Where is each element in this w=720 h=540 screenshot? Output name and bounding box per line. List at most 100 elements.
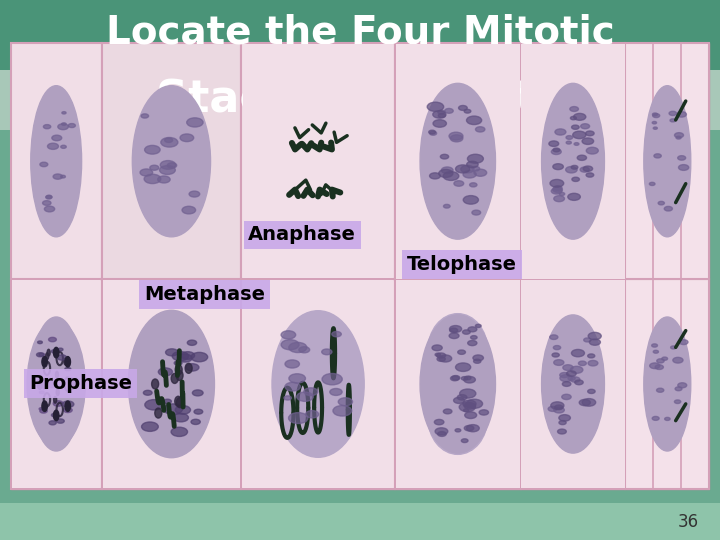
- Ellipse shape: [175, 396, 181, 406]
- Ellipse shape: [452, 375, 460, 380]
- FancyBboxPatch shape: [521, 44, 625, 279]
- FancyBboxPatch shape: [243, 280, 394, 488]
- Text: Anaphase: Anaphase: [248, 225, 356, 245]
- Ellipse shape: [451, 376, 459, 381]
- Ellipse shape: [572, 177, 580, 181]
- Ellipse shape: [284, 396, 292, 400]
- Ellipse shape: [289, 342, 307, 353]
- Ellipse shape: [462, 376, 468, 380]
- Ellipse shape: [458, 350, 465, 354]
- Ellipse shape: [68, 124, 76, 127]
- Ellipse shape: [58, 348, 63, 351]
- Ellipse shape: [588, 332, 601, 340]
- FancyBboxPatch shape: [0, 0, 720, 70]
- Ellipse shape: [475, 325, 481, 328]
- Ellipse shape: [63, 408, 72, 413]
- Ellipse shape: [187, 340, 197, 346]
- FancyBboxPatch shape: [626, 43, 709, 279]
- Ellipse shape: [544, 317, 603, 451]
- Ellipse shape: [49, 421, 56, 425]
- Ellipse shape: [578, 361, 586, 366]
- Ellipse shape: [456, 165, 470, 173]
- Ellipse shape: [566, 166, 577, 173]
- Ellipse shape: [289, 413, 308, 423]
- Ellipse shape: [428, 314, 487, 387]
- Ellipse shape: [445, 109, 454, 113]
- Ellipse shape: [420, 83, 495, 239]
- Ellipse shape: [652, 113, 657, 116]
- Ellipse shape: [430, 131, 436, 135]
- Ellipse shape: [554, 407, 564, 413]
- Ellipse shape: [142, 422, 158, 431]
- Ellipse shape: [644, 317, 690, 451]
- Ellipse shape: [68, 377, 73, 381]
- Ellipse shape: [40, 162, 48, 167]
- Ellipse shape: [562, 394, 571, 400]
- Text: Prophase: Prophase: [29, 374, 132, 393]
- Ellipse shape: [47, 349, 50, 356]
- Ellipse shape: [670, 119, 675, 122]
- Ellipse shape: [56, 389, 59, 396]
- Ellipse shape: [58, 124, 68, 130]
- Ellipse shape: [554, 195, 564, 201]
- Ellipse shape: [53, 401, 63, 406]
- Ellipse shape: [571, 165, 578, 169]
- Ellipse shape: [574, 113, 586, 120]
- Ellipse shape: [678, 383, 687, 388]
- Ellipse shape: [437, 357, 446, 361]
- Ellipse shape: [176, 397, 184, 408]
- Ellipse shape: [467, 116, 482, 125]
- Ellipse shape: [51, 413, 58, 417]
- Ellipse shape: [552, 353, 559, 357]
- Ellipse shape: [577, 155, 587, 160]
- Ellipse shape: [575, 380, 583, 384]
- Ellipse shape: [652, 122, 657, 124]
- Ellipse shape: [580, 167, 589, 172]
- Ellipse shape: [166, 349, 178, 356]
- Ellipse shape: [464, 376, 475, 383]
- Text: Locate the Four Mitotic: Locate the Four Mitotic: [106, 14, 614, 51]
- Ellipse shape: [436, 353, 446, 358]
- Ellipse shape: [57, 355, 66, 360]
- Ellipse shape: [438, 113, 446, 118]
- Ellipse shape: [450, 328, 458, 333]
- Ellipse shape: [549, 335, 558, 340]
- Ellipse shape: [665, 417, 670, 421]
- Ellipse shape: [463, 171, 476, 178]
- Ellipse shape: [165, 138, 173, 143]
- Ellipse shape: [444, 409, 452, 414]
- Ellipse shape: [62, 123, 66, 125]
- Ellipse shape: [438, 431, 446, 436]
- Ellipse shape: [541, 315, 604, 453]
- Ellipse shape: [467, 399, 482, 408]
- Ellipse shape: [552, 188, 562, 194]
- Ellipse shape: [285, 360, 300, 368]
- Ellipse shape: [652, 416, 659, 420]
- Ellipse shape: [167, 163, 176, 168]
- Ellipse shape: [657, 359, 664, 363]
- Ellipse shape: [62, 112, 66, 114]
- Ellipse shape: [322, 349, 332, 355]
- Ellipse shape: [128, 310, 215, 458]
- Ellipse shape: [428, 381, 487, 454]
- Ellipse shape: [464, 376, 471, 380]
- Text: 36: 36: [678, 512, 698, 531]
- Ellipse shape: [185, 363, 192, 373]
- Ellipse shape: [441, 154, 449, 159]
- Ellipse shape: [428, 130, 436, 134]
- Ellipse shape: [175, 364, 182, 375]
- Ellipse shape: [468, 327, 477, 332]
- Ellipse shape: [420, 315, 495, 453]
- Ellipse shape: [176, 370, 183, 381]
- Ellipse shape: [338, 398, 353, 406]
- Ellipse shape: [467, 154, 483, 163]
- Ellipse shape: [554, 346, 561, 350]
- Ellipse shape: [178, 354, 192, 362]
- Ellipse shape: [454, 397, 464, 403]
- Ellipse shape: [423, 86, 493, 237]
- Ellipse shape: [579, 400, 590, 406]
- Ellipse shape: [559, 373, 569, 377]
- FancyBboxPatch shape: [521, 279, 626, 489]
- Ellipse shape: [562, 382, 571, 387]
- Ellipse shape: [65, 367, 71, 371]
